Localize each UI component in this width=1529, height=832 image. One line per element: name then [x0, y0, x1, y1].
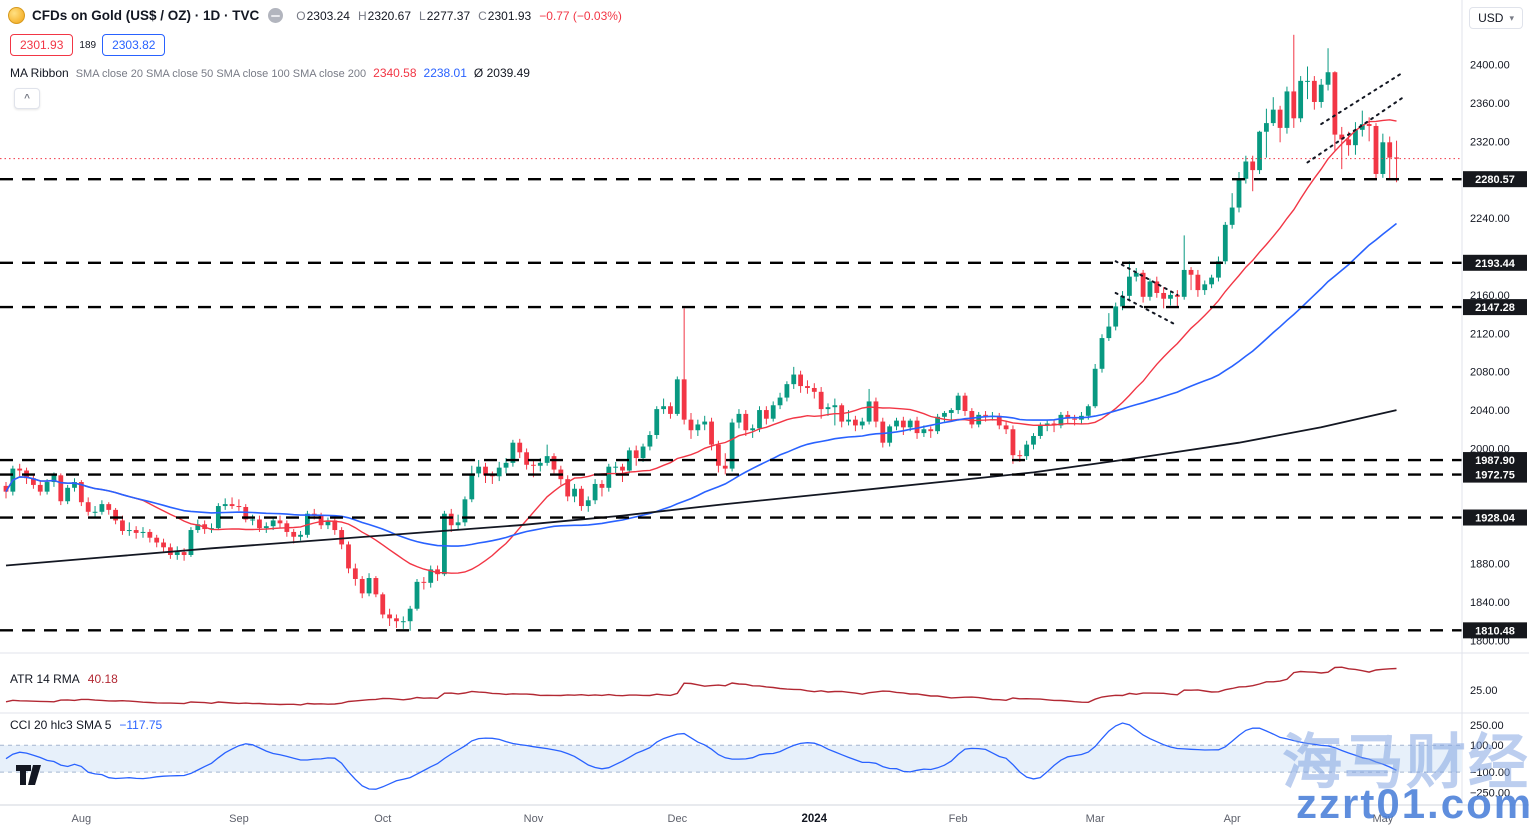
svg-text:2160.00: 2160.00: [1470, 290, 1510, 302]
change-value: −0.77 (−0.03%): [539, 8, 622, 23]
svg-text:2240.00: 2240.00: [1470, 213, 1510, 225]
svg-text:25.00: 25.00: [1470, 685, 1498, 697]
low-value: 2277.37: [426, 8, 471, 23]
indicator-params: SMA close 20 SMA close 50 SMA close 100 …: [75, 68, 367, 80]
spread-value: 189: [79, 39, 97, 51]
close-value: 2301.93: [487, 8, 532, 23]
chevron-down-icon: ▾: [1509, 12, 1514, 23]
svg-text:100.00: 100.00: [1470, 740, 1504, 752]
sma50-line: [5, 222, 1397, 547]
atr-axis[interactable]: 25.00: [1470, 685, 1498, 697]
close-label: C: [478, 8, 487, 23]
cci-axis[interactable]: 250.00 100.00 −100.00 −250.00: [1470, 720, 1510, 799]
sma50-value: 2238.01: [423, 66, 467, 80]
candles-layer: [3, 34, 1399, 631]
svg-text:1987.90: 1987.90: [1475, 455, 1515, 467]
svg-text:−250.00: −250.00: [1470, 787, 1510, 799]
svg-text:1810.48: 1810.48: [1475, 625, 1515, 637]
cci-line: [5, 722, 1397, 790]
tradingview-logo-icon: [16, 765, 41, 785]
svg-text:May: May: [1372, 813, 1393, 825]
currency-dropdown[interactable]: USD ▾: [1469, 7, 1523, 29]
svg-text:2320.00: 2320.00: [1470, 136, 1510, 148]
svg-text:2080.00: 2080.00: [1470, 367, 1510, 379]
buy-button[interactable]: 2303.82: [102, 34, 166, 56]
exchange-logo-icon: [268, 8, 284, 23]
svg-text:2360.00: 2360.00: [1470, 98, 1510, 110]
cci-value: −117.75: [119, 718, 163, 732]
sma20-value: 2340.58: [373, 66, 417, 80]
svg-text:Oct: Oct: [374, 813, 391, 825]
svg-text:1800.00: 1800.00: [1470, 635, 1510, 647]
symbol-title: CFDs on Gold (US$ / OZ) · 1D · TVC: [32, 8, 260, 23]
svg-text:Dec: Dec: [668, 813, 688, 825]
high-value: 2320.67: [367, 8, 412, 23]
indicator-name: MA Ribbon: [10, 66, 69, 80]
buy-sell-panel: 2301.93 189 2303.82: [10, 34, 166, 56]
atr-legend[interactable]: ATR 14 RMA 40.18: [10, 672, 118, 686]
svg-text:2040.00: 2040.00: [1470, 405, 1510, 417]
sma200-average-value: Ø 2039.49: [473, 66, 530, 80]
svg-text:Sep: Sep: [229, 813, 249, 825]
sma200-line: [5, 409, 1397, 567]
open-value: 2303.24: [306, 8, 350, 23]
sma20-line: [5, 119, 1397, 574]
cci-title: CCI 20 hlc3 SMA 5: [10, 718, 112, 732]
sell-button[interactable]: 2301.93: [10, 34, 74, 56]
svg-text:2120.00: 2120.00: [1470, 328, 1510, 340]
cci-legend[interactable]: CCI 20 hlc3 SMA 5 −117.75: [10, 718, 162, 732]
svg-text:Mar: Mar: [1086, 813, 1105, 825]
atr-title: ATR 14 RMA: [10, 672, 80, 686]
svg-text:2280.57: 2280.57: [1475, 174, 1515, 186]
svg-text:Nov: Nov: [524, 813, 544, 825]
svg-text:1840.00: 1840.00: [1470, 597, 1510, 609]
svg-text:Apr: Apr: [1224, 813, 1241, 825]
svg-text:−100.00: −100.00: [1470, 767, 1510, 779]
low-label: L: [419, 8, 426, 23]
svg-text:2400.00: 2400.00: [1470, 60, 1510, 72]
support-resistance-levels[interactable]: 2280.57 2193.44 2147.28 1987.90 1972.75 1928.…: [0, 171, 1527, 639]
ohlc-values: O2303.24 H2320.67 L2277.37 C2301.93 −0.7…: [296, 9, 622, 23]
svg-text:2147.28: 2147.28: [1475, 302, 1515, 314]
currency-label: USD: [1478, 11, 1504, 25]
drawing-annotations[interactable]: [1114, 71, 1405, 327]
high-label: H: [357, 8, 367, 23]
symbol-header[interactable]: CFDs on Gold (US$ / OZ) · 1D · TVC O2303…: [8, 7, 622, 24]
gold-coin-icon: [8, 7, 25, 24]
time-axis[interactable]: Aug Sep Oct Nov Dec 2024 Feb Mar Apr May: [72, 813, 1394, 825]
svg-text:2193.44: 2193.44: [1475, 258, 1516, 270]
open-label: O: [296, 8, 306, 23]
svg-text:2024: 2024: [802, 813, 828, 825]
svg-text:1880.00: 1880.00: [1470, 559, 1510, 571]
atr-line: [5, 666, 1397, 706]
ma-ribbon-legend[interactable]: MA Ribbon SMA close 20 SMA close 50 SMA …: [10, 66, 530, 80]
atr-value: 40.18: [87, 672, 118, 686]
collapse-legend-button[interactable]: ^: [14, 88, 40, 109]
svg-text:Aug: Aug: [72, 813, 92, 825]
price-axis[interactable]: 2400.00 2360.00 2320.00 2240.00 2160.00 2120.…: [1470, 60, 1510, 648]
tradingview-logo[interactable]: [14, 762, 48, 793]
svg-text:250.00: 250.00: [1470, 720, 1504, 732]
svg-text:1928.04: 1928.04: [1475, 513, 1516, 525]
svg-text:Feb: Feb: [949, 813, 968, 825]
chevron-up-icon: ^: [24, 93, 30, 104]
svg-text:1972.75: 1972.75: [1475, 470, 1515, 482]
